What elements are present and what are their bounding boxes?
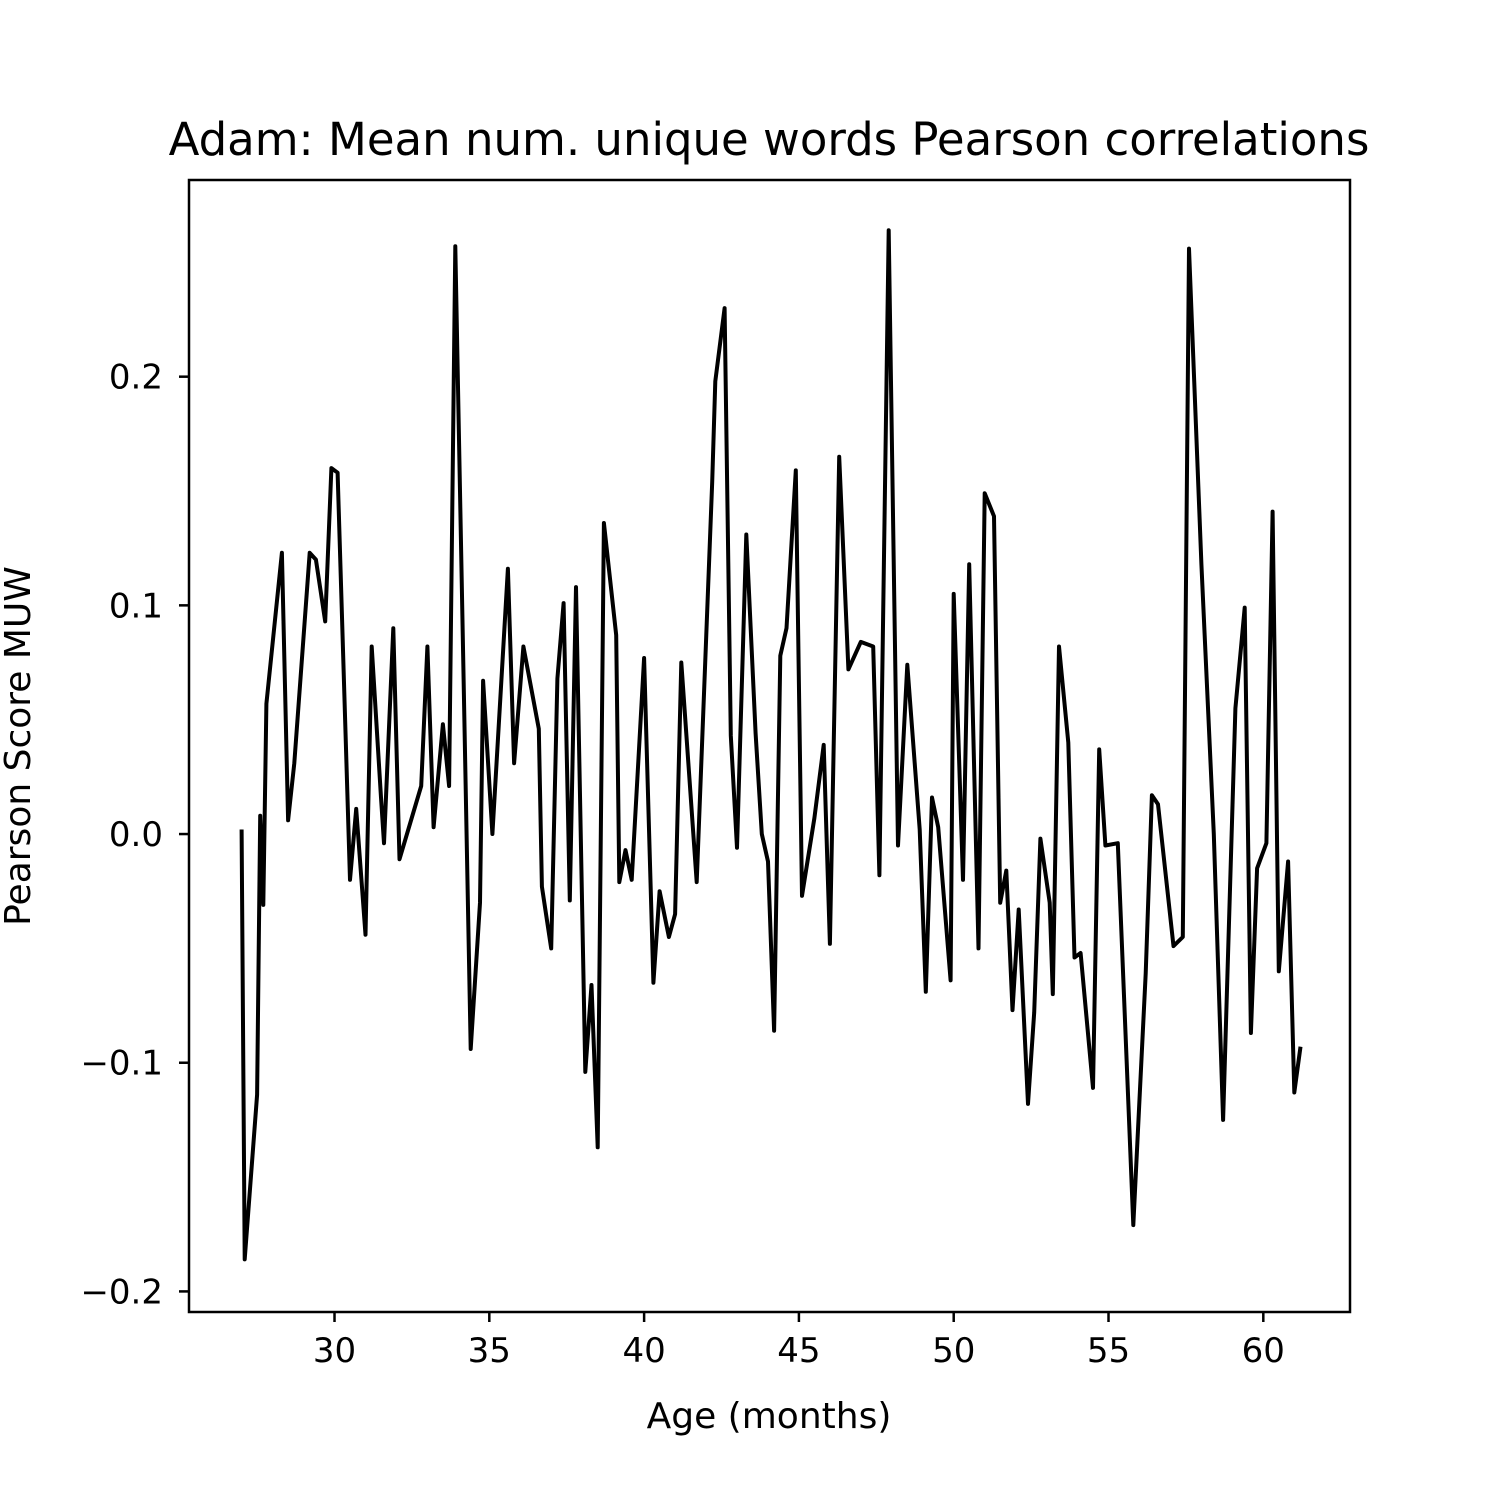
x-tick-label: 45	[777, 1331, 820, 1371]
y-tick-label: 0.2	[109, 358, 163, 398]
x-tick-label: 30	[313, 1331, 356, 1371]
y-tick-label: 0.0	[109, 815, 163, 855]
x-tick-label: 60	[1242, 1331, 1285, 1371]
x-axis-label: Age (months)	[647, 1396, 892, 1437]
y-axis-label: Pearson Score MUW	[0, 566, 39, 926]
chart-title: Adam: Mean num. unique words Pearson cor…	[169, 113, 1370, 166]
x-axis: 30 35 40 45 50 55 60	[313, 1312, 1285, 1371]
series-line	[239, 228, 1303, 1262]
x-tick-label: 50	[932, 1331, 975, 1371]
x-tick-label: 55	[1087, 1331, 1130, 1371]
y-axis: −0.2 −0.1 0.0 0.1 0.2	[80, 358, 189, 1312]
y-tick-label: 0.1	[109, 586, 163, 626]
data-points	[241, 230, 1301, 1260]
plot-frame	[187, 178, 1352, 1314]
x-tick-label: 40	[622, 1331, 665, 1371]
x-tick-label: 35	[468, 1331, 511, 1371]
y-tick-label: −0.1	[80, 1044, 163, 1084]
y-tick-label: −0.2	[80, 1272, 163, 1312]
